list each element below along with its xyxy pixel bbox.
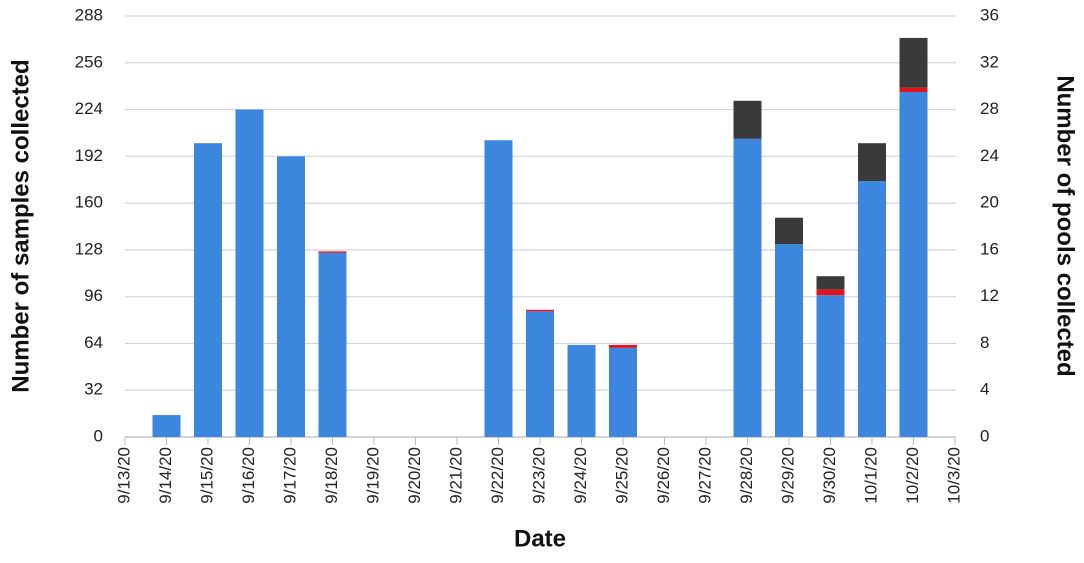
y2-tick-label: 36 [980,5,999,24]
y-tick-label: 96 [84,286,103,305]
y2-tick-label: 32 [980,52,999,71]
bar-segment [899,87,928,93]
y2-tick-label: 4 [980,380,989,399]
bar-segment [733,138,762,437]
x-axis-title: Date [514,525,566,552]
bar-segment [899,37,928,88]
bar-segment [609,344,637,348]
bar-segment [816,289,845,296]
bar-segment [318,252,347,437]
bar-segment [152,415,181,437]
y-tick-label: 288 [75,5,103,24]
y2-tick-label: 16 [980,239,999,258]
bar-segment [858,143,886,182]
bar-segment [816,276,845,290]
bar-segment [484,140,513,437]
bar-segment [609,347,637,437]
bar-segment [318,251,347,253]
y2-tick-label: 20 [980,193,999,212]
y-tick-label: 256 [75,52,103,71]
x-tick-label: 9/15/20 [197,447,216,504]
y2-tick-label: 0 [980,426,989,445]
x-tick-label: 9/21/20 [446,447,465,504]
y-tick-label: 128 [75,239,103,258]
x-tick-label: 9/27/20 [695,447,714,504]
y2-tick-label: 8 [980,333,989,352]
x-tick-label: 9/22/20 [488,447,507,504]
bar-segment [567,344,596,437]
y-tick-label: 224 [75,99,103,118]
x-tick-label: 9/25/20 [612,447,631,504]
x-tick-label: 9/17/20 [280,447,299,504]
x-tick-label: 9/20/20 [405,447,424,504]
bar-segment [235,109,264,438]
x-tick-label: 10/2/20 [903,447,922,504]
y-tick-label: 192 [75,146,103,165]
x-tick-label: 9/26/20 [654,447,673,504]
y2-axis-title: Number of pools collected [1052,75,1079,376]
x-tick-label: 9/14/20 [156,447,175,504]
y-tick-label: 0 [94,426,103,445]
y2-tick-label: 28 [980,99,999,118]
y2-tick-label: 12 [980,286,999,305]
y2-tick-label: 24 [980,146,999,165]
x-tick-label: 9/28/20 [737,447,756,504]
x-tick-label: 10/3/20 [944,447,963,504]
x-tick-label: 9/19/20 [363,447,382,504]
x-tick-label: 9/30/20 [820,447,839,504]
bar-segment [858,181,886,437]
bar-segment [194,143,222,438]
bar-segment [775,244,803,437]
y-tick-label: 32 [84,380,103,399]
bar-segment [277,156,305,438]
x-tick-label: 10/1/20 [861,447,880,504]
bar-segment [733,100,762,139]
x-tick-label: 9/16/20 [239,447,258,504]
y-tick-label: 160 [75,193,103,212]
y-axis-title: Number of samples collected [7,59,34,392]
bar-segment [775,217,803,245]
bar-segment [816,295,845,437]
x-tick-label: 9/23/20 [529,447,548,504]
y-tick-label: 64 [84,333,103,352]
x-tick-label: 9/29/20 [778,447,797,504]
x-tick-label: 9/18/20 [322,447,341,504]
bar-segment [899,92,928,437]
x-tick-label: 9/24/20 [571,447,590,504]
x-tick-label: 9/13/20 [114,447,133,504]
bar-segment [526,311,554,437]
bar-segment [526,309,554,312]
